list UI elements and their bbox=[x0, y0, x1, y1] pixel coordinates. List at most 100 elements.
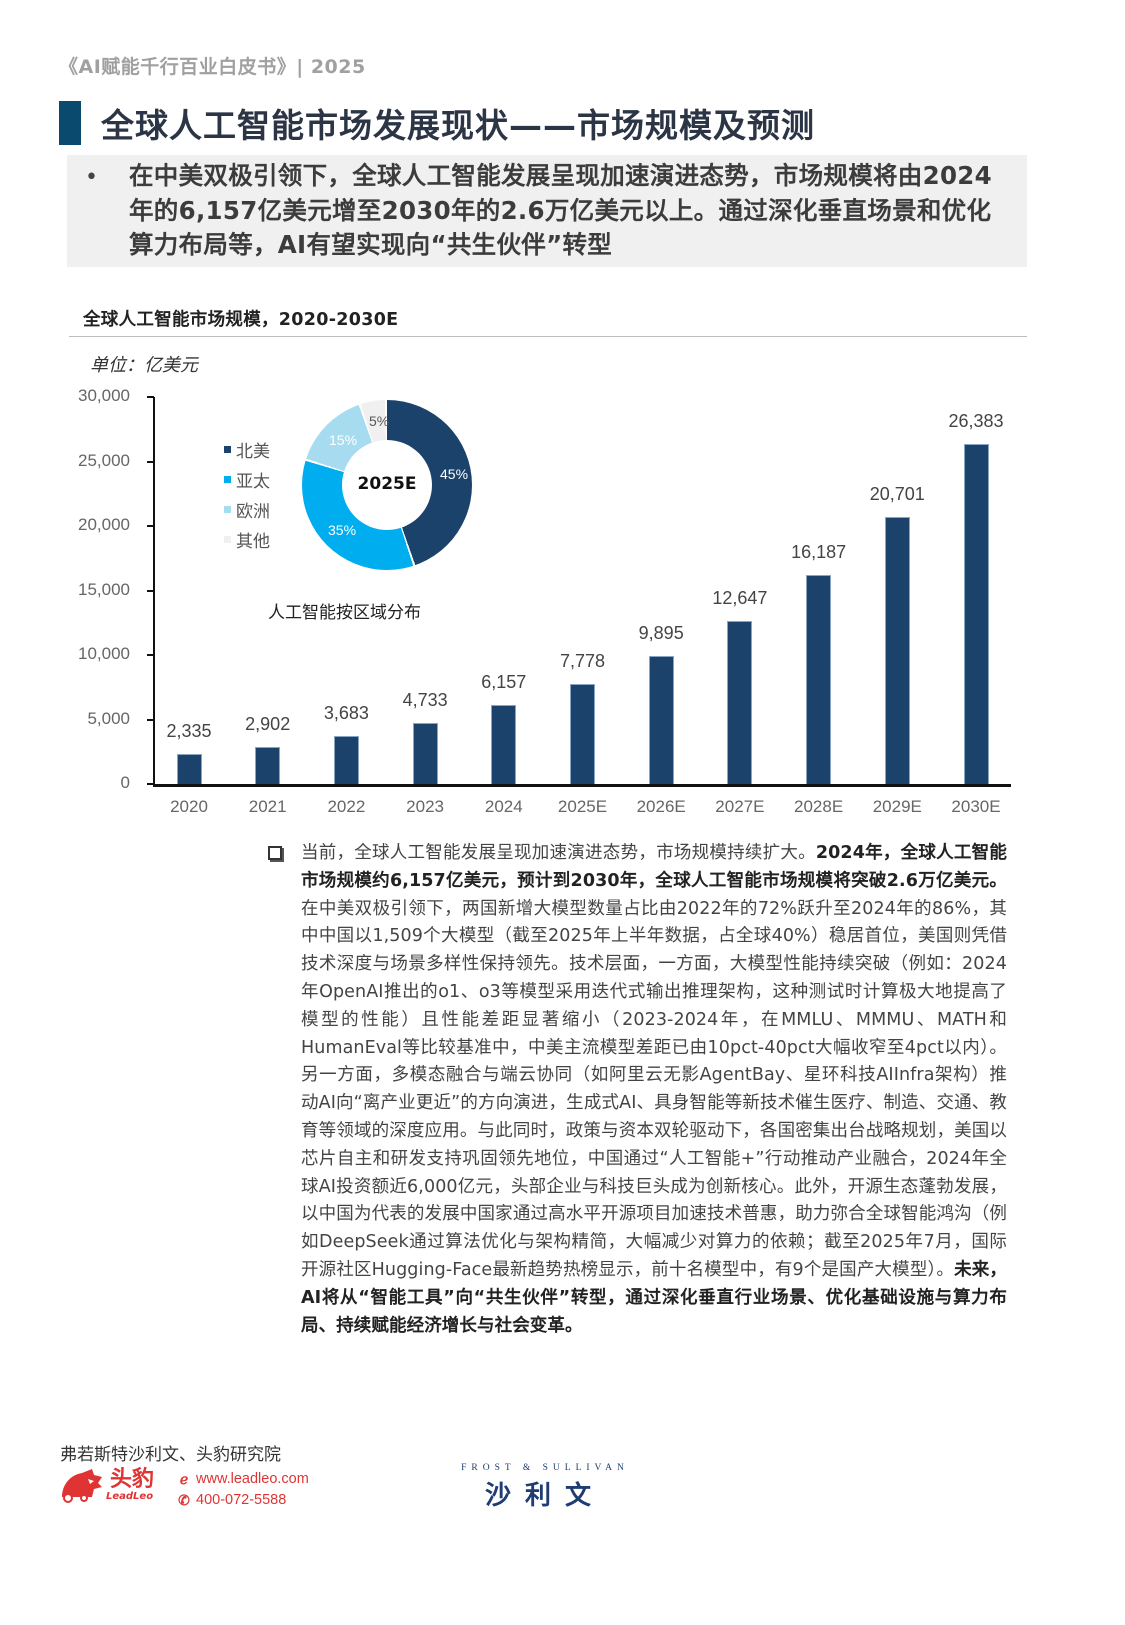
bar-value-label: 26,383 bbox=[948, 410, 1004, 431]
y-tick bbox=[147, 783, 154, 785]
checkbox-icon bbox=[268, 846, 282, 860]
browser-e-icon: ℯ bbox=[179, 1471, 189, 1487]
source-label: 弗若斯特沙利文、头豹研究院 bbox=[60, 1445, 281, 1465]
x-tick-label: 2026E bbox=[636, 797, 686, 816]
x-tick-label: 2028E bbox=[794, 797, 844, 816]
body-text-intro: 当前，全球人工智能发展呈现加速演进态势，市场规模持续扩大。 bbox=[301, 843, 816, 863]
document-header: 《AI赋能千行百业白皮书》| 2025 bbox=[59, 56, 366, 78]
donut-center-label: 2025E bbox=[357, 474, 417, 494]
donut-pct-asia-pacific: 35% bbox=[328, 522, 357, 538]
legend-item-europe: 欧洲 bbox=[224, 497, 270, 522]
website-link[interactable]: www.leadleo.com bbox=[196, 1471, 309, 1487]
chart-unit-label: 单位：亿美元 bbox=[90, 355, 198, 376]
y-axis bbox=[153, 397, 155, 786]
frost-sullivan-en: FROST & SULLIVAN bbox=[461, 1463, 629, 1473]
chart-title: 全球人工智能市场规模，2020-2030E bbox=[83, 310, 399, 330]
x-tick-label: 2024 bbox=[484, 797, 523, 816]
bar-2030E bbox=[963, 443, 989, 784]
leadleo-cn-name: 头豹 bbox=[110, 1466, 155, 1492]
bar-2020 bbox=[176, 753, 202, 784]
body-text-highlight-2: 未来，AI将从“智能工具”向“共生伙伴”转型，通过深化垂直行业场景、优化基础设施… bbox=[301, 1259, 1007, 1336]
leadleo-contact: ℯ www.leadleo.com ✆ 400-072-5588 bbox=[176, 1469, 309, 1511]
bar-2022 bbox=[333, 736, 359, 784]
bar-2021 bbox=[255, 746, 281, 784]
x-tick-label: 2021 bbox=[248, 797, 287, 816]
y-tick-label: 0 bbox=[120, 773, 130, 792]
bar-value-label: 12,647 bbox=[712, 587, 768, 608]
body-text-main: 在中美双极引领下，两国新增大模型数量占比由2022年的72%跃升至2024年的8… bbox=[301, 898, 1007, 1280]
frost-sullivan-logo: FROST & SULLIVAN 沙利文 bbox=[455, 1463, 635, 1512]
legend-swatch-icon bbox=[224, 446, 231, 453]
y-tick bbox=[147, 718, 154, 721]
phone-row: ✆ 400-072-5588 bbox=[176, 1490, 309, 1511]
bar-2029E bbox=[884, 516, 910, 784]
legend-swatch-icon bbox=[224, 506, 231, 513]
x-tick-label: 2027E bbox=[715, 797, 765, 816]
bar-value-label: 16,187 bbox=[791, 542, 847, 563]
donut-pct-north-america: 45% bbox=[440, 466, 469, 482]
y-tick bbox=[147, 525, 154, 527]
legend-item-asia-pacific: 亚太 bbox=[224, 467, 270, 492]
y-tick-label: 15,000 bbox=[78, 579, 130, 599]
leadleo-logo: 头豹 LeadLeo bbox=[58, 1467, 154, 1503]
legend-item-north-america: 北美 bbox=[224, 437, 270, 462]
y-tick-label: 30,000 bbox=[78, 386, 130, 405]
legend-label: 欧洲 bbox=[236, 502, 270, 522]
x-tick-label: 2030E bbox=[951, 797, 1001, 816]
bar-value-label: 20,701 bbox=[869, 483, 925, 504]
donut-pct-europe: 15% bbox=[329, 432, 358, 448]
phone-icon: ✆ bbox=[178, 1492, 190, 1508]
bar-value-label: 2,902 bbox=[245, 713, 291, 734]
legend-label: 北美 bbox=[236, 442, 270, 462]
donut-caption: 人工智能按区域分布 bbox=[268, 603, 421, 623]
bar-value-label: 2,335 bbox=[166, 720, 212, 741]
x-tick-label: 2025E bbox=[557, 797, 608, 816]
body-paragraph: 当前，全球人工智能发展呈现加速演进态势，市场规模持续扩大。2024年，全球人工智… bbox=[301, 840, 1007, 1340]
y-tick-label: 5,000 bbox=[87, 708, 130, 728]
x-tick-label: 2023 bbox=[406, 797, 444, 816]
frost-sullivan-cn: 沙利文 bbox=[484, 1481, 605, 1511]
x-tick-label: 2022 bbox=[327, 797, 366, 816]
bar-2026E bbox=[648, 656, 674, 784]
bar-2023 bbox=[412, 722, 438, 784]
bar-value-label: 3,683 bbox=[323, 703, 369, 724]
title-accent-bar bbox=[59, 101, 81, 145]
bar-value-label: 9,895 bbox=[638, 623, 684, 644]
summary-box: • 在中美双极引领下，全球人工智能发展呈现加速演进态势，市场规模将由2024年的… bbox=[67, 155, 1027, 267]
donut-pct-other: 5% bbox=[369, 413, 390, 429]
bar-value-label: 6,157 bbox=[481, 671, 527, 692]
bullet-icon: • bbox=[85, 165, 98, 190]
legend-label: 亚太 bbox=[236, 472, 270, 492]
page-title-row: 全球人工智能市场发展现状——市场规模及预测 bbox=[59, 100, 815, 146]
y-tick-label: 25,000 bbox=[78, 450, 130, 470]
y-tick bbox=[147, 396, 154, 398]
leopard-icon bbox=[62, 1469, 102, 1503]
bar-2024 bbox=[491, 704, 517, 784]
bar-2028E bbox=[806, 575, 832, 784]
phone-number: 400-072-5588 bbox=[196, 1492, 287, 1508]
y-tick-label: 10,000 bbox=[78, 644, 130, 663]
chart-title-divider bbox=[69, 336, 1027, 337]
x-axis bbox=[153, 784, 1011, 787]
legend-item-other: 其他 bbox=[224, 527, 270, 552]
body-text-highlight-1: 2024年，全球人工智能市场规模约6,157亿美元，预计到2030年，全球人工智… bbox=[301, 843, 1007, 891]
bar-value-label: 4,733 bbox=[402, 689, 448, 710]
legend-swatch-icon bbox=[224, 536, 231, 543]
donut-hole bbox=[342, 440, 432, 530]
bar-2025E bbox=[570, 683, 595, 784]
page-title: 全球人工智能市场发展现状——市场规模及预测 bbox=[101, 106, 815, 145]
y-tick-label: 20,000 bbox=[78, 515, 130, 534]
y-tick bbox=[147, 460, 154, 463]
x-tick-label: 2020 bbox=[170, 797, 208, 816]
y-tick bbox=[147, 654, 154, 656]
legend-label: 其他 bbox=[236, 532, 270, 552]
y-tick bbox=[147, 589, 154, 592]
leadleo-en-name: LeadLeo bbox=[106, 1490, 154, 1502]
bar-value-label: 7,778 bbox=[559, 650, 606, 671]
legend-swatch-icon bbox=[224, 476, 231, 483]
bar-chart: 2025E 45% 35% 15% 5% 北美 亚太 欧洲 其他 人工智能按区域… bbox=[78, 386, 1011, 816]
website-row: ℯ www.leadleo.com bbox=[176, 1469, 309, 1490]
bar-2027E bbox=[727, 620, 753, 784]
x-tick-label: 2029E bbox=[872, 797, 922, 816]
summary-text: 在中美双极引领下，全球人工智能发展呈现加速演进态势，市场规模将由2024年的6,… bbox=[129, 161, 992, 259]
